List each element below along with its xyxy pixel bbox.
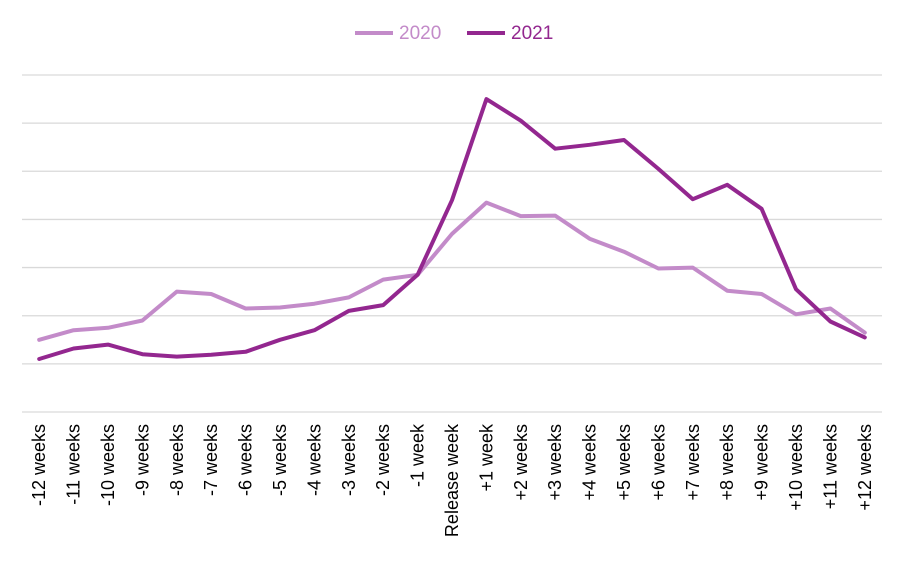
x-tick-label: -7 weeks <box>201 424 221 496</box>
gridlines <box>22 74 882 413</box>
x-tick-label: -8 weeks <box>167 424 187 496</box>
x-tick-label: +3 weeks <box>545 424 565 501</box>
x-tick-label: -9 weeks <box>132 424 152 496</box>
x-tick-label: -10 weeks <box>98 424 118 506</box>
legend-label-2021: 2021 <box>511 23 553 44</box>
x-tick-label: +11 weeks <box>820 424 840 509</box>
legend-label-2020: 2020 <box>399 23 441 44</box>
x-tick-label: +8 weeks <box>717 424 737 501</box>
x-tick-label: +1 week <box>476 423 496 492</box>
x-tick-label: -12 weeks <box>29 424 49 506</box>
x-tick-label: +4 weeks <box>580 424 600 501</box>
x-tick-label: -3 weeks <box>339 424 359 496</box>
legend: 2020 2021 <box>355 23 553 44</box>
x-tick-label: +6 weeks <box>648 424 668 501</box>
series-line-2020 <box>37 200 867 342</box>
x-tick-label: +9 weeks <box>752 424 772 501</box>
series-lines <box>37 97 867 361</box>
x-tick-label: +12 weeks <box>855 424 875 511</box>
x-tick-label: +10 weeks <box>786 424 806 511</box>
x-tick-label: -11 weeks <box>64 424 84 505</box>
x-tick-label: -5 weeks <box>270 424 290 496</box>
x-tick-label: +2 weeks <box>511 424 531 501</box>
x-tick-label: -6 weeks <box>236 424 256 496</box>
x-tick-label: Release week <box>442 423 462 537</box>
x-tick-label: +7 weeks <box>683 424 703 501</box>
x-tick-label: -2 weeks <box>373 424 393 496</box>
x-axis-tick-labels: -12 weeks -11 weeks -10 weeks -9 weeks -8 we… <box>29 423 875 537</box>
series-line-2021 <box>37 97 867 361</box>
x-tick-label: -4 weeks <box>304 424 324 496</box>
x-tick-label: -1 week <box>408 423 428 487</box>
x-tick-label: +5 weeks <box>614 424 634 501</box>
